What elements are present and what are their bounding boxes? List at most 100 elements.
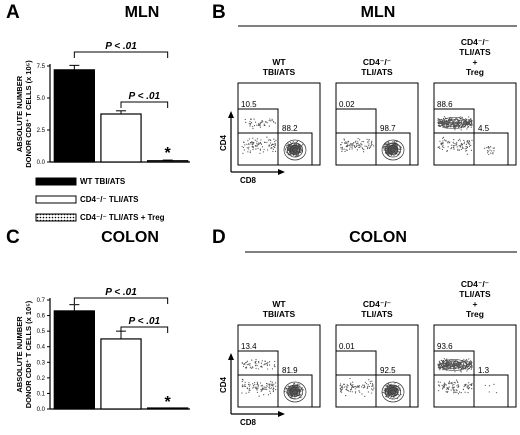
- density-contour: [283, 139, 307, 161]
- cd4-gate-percent: 93.6: [437, 342, 453, 351]
- cd4-gate: [433, 108, 475, 134]
- cd8-gate-percent: 88.2: [282, 124, 298, 133]
- density-contour: [381, 381, 405, 403]
- comparison-bracket-2: [120, 326, 169, 333]
- plot-frame: [335, 82, 419, 166]
- cd4-gate-percent: 88.6: [437, 100, 453, 109]
- panel-title-mln-a: MLN: [125, 4, 160, 21]
- cd8-gate-percent: 4.5: [478, 124, 490, 133]
- legend-swatch-3: [35, 213, 77, 222]
- condition-label-line: Treg: [466, 67, 484, 77]
- flow-plot-2: CD4⁻/⁻TLI/ATS 0.02 98.7: [335, 57, 419, 166]
- density-contour: [390, 389, 396, 395]
- y-axis-label-line: ABSOLUTE NUMBER: [15, 75, 24, 152]
- y-tick-label: 0.7: [37, 298, 46, 304]
- condition-label-line: CD4⁻/⁻: [461, 279, 489, 289]
- panel-letter-c: C: [6, 227, 20, 248]
- y-tick-label: 0.0: [37, 160, 46, 166]
- cd4-gate-percent: 0.01: [339, 342, 355, 351]
- condition-label-line: TBI/ATS: [263, 67, 296, 77]
- flow-plot-3: CD4⁻/⁻TLI/ATS+Treg 93.6 1.3: [433, 279, 517, 408]
- plot-frame: [335, 324, 419, 408]
- bar-1: [53, 310, 96, 410]
- plot-frame: [237, 82, 321, 166]
- y-axis-label-line: DONOR CD8⁺ T CELLS (x 10⁵): [24, 300, 33, 408]
- cd8-axis-label: CD8: [240, 418, 257, 427]
- density-contour: [440, 117, 468, 129]
- density-contour: [445, 361, 463, 369]
- panel-letter-d: D: [212, 227, 226, 248]
- cd8-gate: [375, 132, 411, 166]
- density-contour: [286, 142, 304, 158]
- condition-label-line: TLI/ATS: [459, 47, 491, 57]
- cd8-gate-percent: 81.9: [282, 366, 298, 375]
- cd4-gate-percent: 0.02: [339, 100, 355, 109]
- condition-label-line: CD4⁻/⁻: [363, 57, 391, 67]
- cd8-gate-percent: 98.7: [380, 124, 396, 133]
- p-value-label-2: P < .01: [129, 91, 161, 102]
- legend-label-1: WT TBI/ATS: [80, 177, 126, 186]
- y-tick-label: 0.1: [37, 391, 46, 397]
- bar-3: [147, 407, 189, 410]
- cd4-arrowhead: [228, 111, 234, 118]
- cd4-gate-percent: 13.4: [241, 342, 257, 351]
- p-value-label-1: P < .01: [105, 287, 137, 298]
- panel-title-colon-c: COLON: [101, 229, 159, 246]
- condition-label-line: WT: [272, 299, 286, 309]
- flow-panels-mln: WTTBI/ATS10.588.2CD4⁻/⁻TLI/ATS0.0298.7CD…: [219, 37, 517, 185]
- plot-frame: [237, 324, 321, 408]
- legend-swatch-2: [35, 195, 77, 204]
- cd8-arrowhead: [278, 411, 285, 417]
- p-value-label-2: P < .01: [129, 316, 161, 327]
- cd8-gate-percent: 1.3: [478, 366, 490, 375]
- cd4-gate-percent: 10.5: [241, 100, 257, 109]
- cd8-gate: [473, 374, 509, 408]
- cd4-arrowhead: [228, 353, 234, 360]
- density-contour: [445, 119, 463, 127]
- cd4-gate: [433, 350, 475, 376]
- condition-label-line: TLI/ATS: [459, 289, 491, 299]
- density-contour: [283, 381, 307, 403]
- density-contour: [289, 387, 301, 397]
- cd8-axis-label: CD8: [240, 176, 257, 185]
- cd4-gate: [335, 108, 377, 134]
- significance-asterisk: *: [165, 145, 172, 162]
- legend-swatch-1: [35, 177, 77, 186]
- y-axis-label: ABSOLUTE NUMBERDONOR CD8⁺ T CELLS (x 10⁵…: [15, 60, 33, 168]
- y-tick-label: 0.0: [37, 407, 46, 413]
- significance-asterisk: *: [165, 394, 172, 411]
- y-tick-label: 0.4: [37, 345, 46, 351]
- density-contour: [292, 147, 298, 153]
- y-tick-label: 0.6: [37, 314, 46, 320]
- condition-label-line: CD4⁻/⁻: [461, 37, 489, 47]
- y-tick-label: 0.5: [37, 329, 46, 335]
- cd4-axis-label: CD4: [219, 134, 228, 151]
- density-contour: [387, 387, 399, 397]
- condition-label-line: TLI/ATS: [361, 309, 393, 319]
- y-axis-label-line: DONOR CD8⁺ T CELLS (x 10⁵): [24, 60, 33, 168]
- density-contour: [387, 145, 399, 155]
- cd8-gate: [277, 132, 313, 166]
- density-contour: [384, 384, 402, 400]
- legend-label-2: CD4⁻/⁻ TLI/ATS: [80, 195, 139, 204]
- bar-chart-colon: ABSOLUTE NUMBERDONOR CD8⁺ T CELLS (x 10⁵…: [15, 287, 190, 413]
- cd4-gate: [335, 350, 377, 376]
- condition-label-line: WT: [272, 57, 286, 67]
- condition-label-line: +: [473, 57, 478, 67]
- y-axis-label: ABSOLUTE NUMBERDONOR CD8⁺ T CELLS (x 10⁵…: [15, 300, 33, 408]
- density-contour: [292, 389, 298, 395]
- y-tick-label: 2.5: [37, 128, 46, 134]
- bar-2: [100, 113, 142, 163]
- cd4-gate: [237, 108, 279, 134]
- legend: WT TBI/ATS CD4⁻/⁻ TLI/ATS CD4⁻/⁻ TLI/ATS +…: [35, 177, 165, 222]
- y-axis-label-line: ABSOLUTE NUMBER: [15, 316, 24, 393]
- comparison-bracket-1: [73, 51, 169, 58]
- y-tick-label: 0.2: [37, 376, 46, 382]
- flow-plot-2: CD4⁻/⁻TLI/ATS 0.01 92.5: [335, 299, 419, 408]
- cd8-gate: [473, 132, 509, 166]
- flow-plot-3: CD4⁻/⁻TLI/ATS+Treg 88.6 4.5: [433, 37, 517, 166]
- cd8-gate: [277, 374, 313, 408]
- density-contour: [384, 142, 402, 158]
